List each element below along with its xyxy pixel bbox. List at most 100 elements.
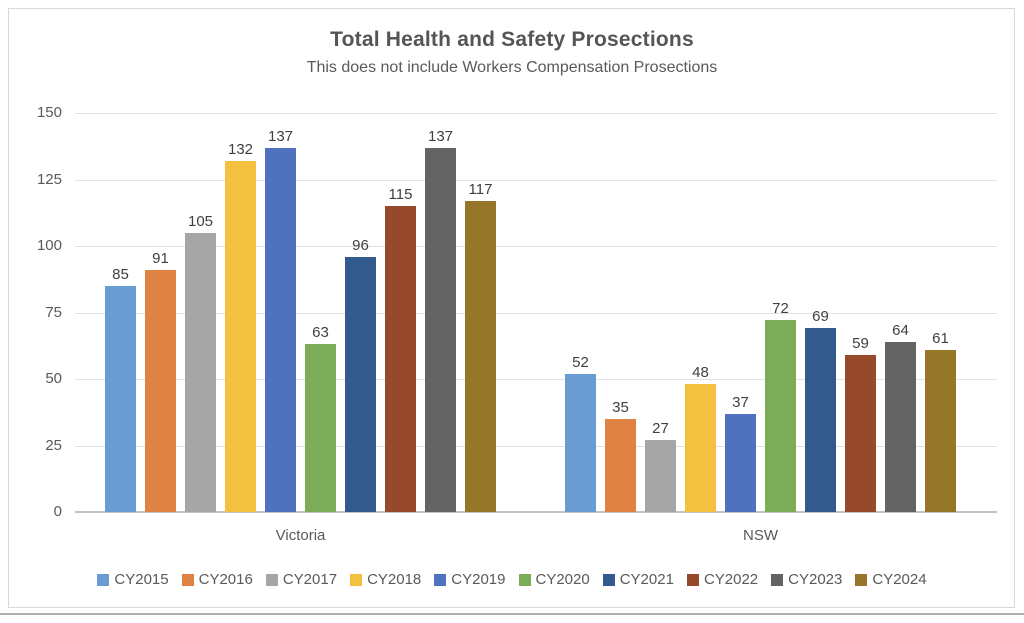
legend-item-cy2024: CY2024 (855, 571, 927, 588)
y-tick-label-25: 25 (45, 436, 62, 454)
bar-value-label: 64 (892, 321, 909, 339)
bottom-edge-line (0, 613, 1024, 615)
bar-column-cy2020-victoria: 63 (305, 113, 336, 512)
bar-column-cy2020-nsw: 72 (765, 113, 796, 512)
chart-subtitle: This does not include Workers Compensati… (306, 59, 718, 76)
bar-column-cy2021-nsw: 69 (805, 113, 836, 512)
bar-column-cy2022-victoria: 115 (385, 113, 416, 512)
bar-cy2017-victoria (185, 232, 216, 512)
bar-cy2022-nsw (845, 355, 876, 512)
legend-label: CY2016 (198, 571, 253, 588)
bar-column-cy2018-nsw: 48 (685, 113, 716, 512)
bar-value-label: 117 (468, 180, 493, 198)
bar-cy2019-victoria (265, 147, 296, 512)
gridline-75 (75, 312, 997, 314)
legend-label: CY2015 (114, 571, 169, 588)
gridline-50 (75, 379, 997, 380)
bar-value-label: 35 (612, 398, 629, 416)
bar-value-label: 37 (732, 393, 749, 411)
bar-cy2016-victoria (145, 269, 176, 512)
bar-cy2017-nsw (645, 440, 676, 512)
legend-swatch-cy2016 (181, 573, 194, 586)
legend-swatch-cy2021 (602, 573, 615, 586)
bar-cy2023-nsw (885, 341, 916, 512)
bar-cy2020-victoria (305, 344, 336, 512)
bar-cy2021-victoria (345, 256, 376, 512)
legend-item-cy2015: CY2015 (97, 571, 169, 588)
bar-cy2015-victoria (105, 285, 136, 512)
chart-title: Total Health and Safety Prosections (330, 28, 694, 51)
bar-value-label: 72 (772, 300, 789, 318)
bar-value-label: 52 (572, 353, 589, 371)
bar-column-cy2015-victoria: 85 (105, 113, 136, 512)
legend-swatch-cy2015 (97, 573, 110, 586)
bar-value-label: 132 (227, 140, 254, 158)
legend-swatch-cy2020 (518, 573, 531, 586)
legend-item-cy2021: CY2021 (602, 571, 674, 588)
bar-column-cy2021-victoria: 96 (345, 113, 376, 512)
bar-value-label: 61 (932, 329, 949, 347)
bar-column-cy2024-victoria: 117 (465, 113, 496, 512)
legend-item-cy2018: CY2018 (350, 571, 421, 588)
legend-label: CY2018 (367, 571, 422, 588)
bar-column-cy2024-nsw: 61 (925, 113, 956, 512)
bar-cy2021-nsw (805, 328, 836, 512)
bar-cy2024-victoria (465, 200, 496, 512)
bar-value-label: 137 (427, 127, 454, 145)
legend-label: CY2021 (619, 571, 674, 588)
x-axis-line (75, 511, 997, 513)
bar-value-label: 48 (692, 364, 709, 382)
legend-swatch-cy2018 (350, 573, 363, 586)
legend-swatch-cy2024 (855, 573, 868, 586)
legend-label: CY2023 (788, 571, 843, 588)
bar-cy2020-nsw (765, 320, 796, 512)
category-label-victoria: Victoria (275, 527, 326, 544)
bar-column-cy2023-victoria: 137 (425, 113, 456, 512)
gridline-125 (75, 179, 997, 181)
legend-label: CY2022 (703, 571, 759, 588)
bar-cy2023-victoria (425, 147, 456, 512)
bar-column-cy2015-nsw: 52 (565, 113, 596, 512)
legend-item-cy2016: CY2016 (181, 571, 253, 588)
bar-cy2015-nsw (565, 373, 596, 512)
gridline-150 (75, 113, 997, 114)
bar-column-cy2019-victoria: 137 (265, 113, 296, 512)
bar-value-label: 115 (388, 186, 413, 204)
bar-column-cy2018-victoria: 132 (225, 113, 256, 512)
bar-column-cy2016-victoria: 91 (145, 113, 176, 512)
bar-value-label: 105 (187, 212, 214, 230)
bar-cy2016-nsw (605, 418, 636, 512)
bar-value-label: 63 (312, 324, 329, 342)
legend-item-cy2022: CY2022 (686, 571, 759, 588)
legend-label: CY2020 (535, 571, 590, 588)
legend-swatch-cy2023 (771, 573, 784, 586)
bar-column-cy2017-victoria: 105 (185, 113, 216, 512)
legend-item-cy2019: CY2019 (434, 571, 506, 588)
bar-value-label: 59 (852, 335, 869, 353)
y-tick-label-50: 50 (45, 370, 62, 387)
legend-item-cy2020: CY2020 (518, 571, 590, 588)
bar-column-cy2022-nsw: 59 (845, 113, 876, 512)
y-tick-label-125: 125 (36, 170, 62, 188)
bar-cy2018-victoria (225, 160, 256, 512)
y-tick-label-75: 75 (45, 303, 62, 321)
legend-swatch-cy2022 (686, 573, 699, 586)
bar-value-label: 137 (267, 127, 294, 145)
gridline-100 (75, 246, 997, 247)
legend-item-cy2017: CY2017 (265, 571, 338, 588)
bar-value-label: 91 (152, 249, 169, 267)
bar-cy2022-victoria (385, 206, 416, 512)
bar-group-nsw: 52 35 27 48 37 72 69 59 64 61 (565, 113, 956, 512)
bar-column-cy2016-nsw: 35 (605, 113, 636, 512)
bar-value-label: 27 (652, 420, 669, 438)
bar-column-cy2023-nsw: 64 (885, 113, 916, 512)
y-tick-label-0: 0 (53, 503, 62, 520)
y-tick-label-150: 150 (36, 104, 62, 121)
legend-label: CY2017 (282, 571, 338, 588)
legend-swatch-cy2017 (265, 573, 278, 586)
bar-group-victoria: 85 91 105 132 137 63 96 115 137 117 (105, 113, 496, 512)
legend-label: CY2019 (451, 571, 506, 588)
legend: CY2015 CY2016 CY2017 CY2018 CY2019 CY2020 CY20… (0, 571, 1024, 588)
bar-value-label: 69 (812, 308, 829, 326)
legend-swatch-cy2019 (434, 573, 447, 586)
